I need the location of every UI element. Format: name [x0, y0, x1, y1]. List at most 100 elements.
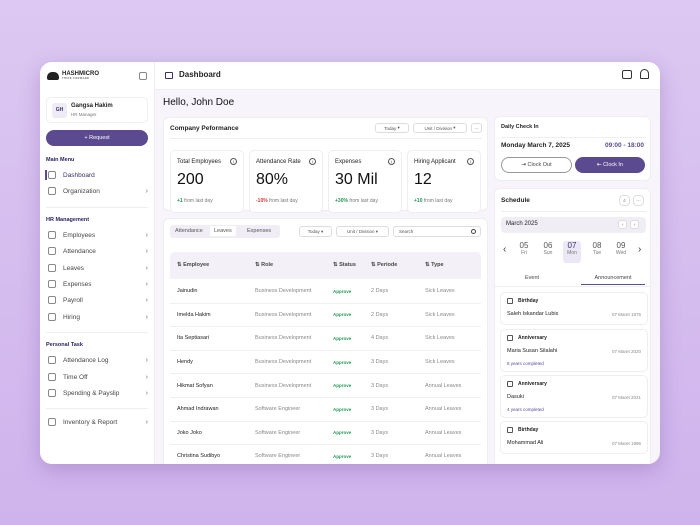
more-options-button[interactable]: ···: [633, 195, 644, 206]
table-tabs: Attendance Leaves Expenses: [170, 225, 280, 238]
brand-tagline: THINK FORWARD: [62, 77, 90, 80]
day-09[interactable]: 09 Wed: [612, 241, 630, 263]
role-cell: Software Engineer: [255, 406, 301, 413]
column-header-type[interactable]: ⇅ Type: [425, 262, 444, 268]
table-row[interactable]: Jainudin Business Development Approve 2 Day…: [170, 280, 481, 304]
stat-delta: +1: [177, 198, 183, 204]
clock-in-button[interactable]: ⇤ Clock In: [575, 157, 645, 173]
tab-event[interactable]: Event: [525, 275, 540, 281]
performance-title: Company Peformance: [170, 125, 239, 132]
sidebar-item-attendance-log[interactable]: Attendance Log ›: [48, 353, 148, 367]
schedule-title: Schedule: [501, 197, 530, 204]
prev-days-icon[interactable]: ‹: [503, 244, 507, 255]
column-header-role[interactable]: ⇅ Role: [255, 262, 274, 268]
next-month-button[interactable]: ›: [630, 220, 639, 229]
search-icon[interactable]: [471, 229, 476, 234]
sidebar-item-expenses[interactable]: Expenses ›: [48, 277, 148, 291]
prev-month-button[interactable]: ‹: [618, 220, 627, 229]
event-date: 07 Maret 1976: [611, 312, 641, 317]
periode-cell: 2 Days: [371, 311, 389, 318]
expenses-icon: [48, 280, 56, 288]
chat-icon[interactable]: [622, 70, 632, 79]
sidebar-item-inventory-report[interactable]: Inventory & Report ›: [48, 415, 148, 429]
sidebar-item-spending-payslip[interactable]: Spending & Payslip ›: [48, 386, 148, 400]
type-cell: Sick Leaves: [425, 311, 455, 318]
event-item[interactable]: Anniversary Dasuki 07 Maret 2021 4 years co…: [500, 375, 648, 418]
bell-icon[interactable]: [640, 69, 649, 79]
sidebar-item-employees[interactable]: Employees ›: [48, 228, 148, 242]
info-icon[interactable]: i: [309, 158, 316, 165]
type-cell: Sick Leaves: [425, 359, 455, 366]
event-item[interactable]: Birthday Mohammad Ali 07 Maret 1996: [500, 421, 648, 454]
status-badge: Approve: [333, 288, 352, 294]
periode-cell: 3 Days: [371, 359, 389, 366]
day-07-selected[interactable]: 07 Mon: [563, 241, 581, 263]
event-date: 07 Maret 2020: [611, 349, 641, 354]
event-name: Dasuki: [507, 394, 524, 400]
sidebar-item-label: Dashboard: [63, 171, 95, 179]
sidebar-item-label: Attendance Log: [63, 356, 109, 364]
user-card[interactable]: GH Gangsa Hakim HR Manager: [46, 97, 148, 123]
sidebar-item-leaves[interactable]: Leaves ›: [48, 261, 148, 275]
column-header-periode[interactable]: ⇅ Periode: [371, 262, 398, 268]
sidebar-item-label: Leaves: [63, 264, 84, 272]
tab-leaves[interactable]: Leaves: [210, 226, 236, 236]
stat-label: Hiring Applicant: [414, 159, 456, 165]
table-header: ⇅ Employee ⇅ Role ⇅ Status ⇅ Periode ⇅ T…: [170, 252, 481, 279]
event-item[interactable]: Birthday Saleh Iskandar Lubis 07 Maret 197…: [500, 292, 648, 325]
role-cell: Business Development: [255, 359, 312, 366]
sidebar-item-organization[interactable]: Organization ›: [48, 184, 148, 198]
table-row[interactable]: Hendy Business Development Approve 3 Days Si…: [170, 351, 481, 375]
table-row[interactable]: Ahmad Indrawan Software Engineer Approve 3 …: [170, 398, 481, 422]
table-row[interactable]: Imelda Hakim Business Development Approve 2…: [170, 304, 481, 328]
table-row[interactable]: Hikmat Sofyan Business Development Approve…: [170, 374, 481, 398]
unit-dropdown[interactable]: Unit / Division ▾: [336, 226, 389, 237]
column-header-status[interactable]: ⇅ Status: [333, 262, 356, 268]
request-button[interactable]: + Request: [46, 130, 148, 146]
period-dropdown[interactable]: Today ▾: [375, 123, 409, 133]
periode-cell: 4 Days: [371, 335, 389, 342]
table-row[interactable]: Christina Sudibyo Software Engineer Approv…: [170, 445, 481, 464]
tab-announcement[interactable]: Announcement: [581, 273, 645, 285]
tab-attendance[interactable]: Attendance: [175, 228, 203, 234]
check-in-title: Daily Check In: [501, 124, 539, 130]
unit-dropdown[interactable]: Unit / Division ▾: [413, 123, 467, 133]
day-08[interactable]: 08 Tue: [588, 241, 606, 263]
collapse-sidebar-icon[interactable]: [139, 72, 147, 80]
tab-expenses[interactable]: Expenses: [247, 228, 272, 234]
chevron-right-icon: ›: [145, 280, 148, 288]
event-item[interactable]: Anniversary Maria Susan Silalahi 07 Maret …: [500, 329, 648, 372]
more-options-button[interactable]: ···: [471, 123, 482, 133]
employee-cell: Ita Septiasari: [177, 335, 210, 342]
day-06[interactable]: 06 Sun: [539, 241, 557, 263]
divider: [495, 286, 652, 287]
table-row[interactable]: Ita Septiasari Business Development Approv…: [170, 327, 481, 351]
info-icon[interactable]: i: [467, 158, 474, 165]
day-number: 05: [519, 241, 529, 250]
info-icon[interactable]: i: [388, 158, 395, 165]
table-row[interactable]: Joko Joko Software Engineer Approve 3 Days A…: [170, 422, 481, 446]
home-icon: [165, 72, 173, 79]
chevron-right-icon: ›: [145, 356, 148, 364]
info-icon[interactable]: i: [230, 158, 237, 165]
sidebar-item-attendance[interactable]: Attendance ›: [48, 244, 148, 258]
sidebar-item-payroll[interactable]: Payroll ›: [48, 293, 148, 307]
status-badge: Approve: [333, 383, 352, 389]
sidebar-item-hiring[interactable]: Hiring ›: [48, 310, 148, 324]
day-05[interactable]: 05 Fri: [515, 241, 533, 263]
search-input[interactable]: Search: [393, 226, 481, 237]
stat-delta-suffix: from last day: [349, 198, 378, 204]
chevron-right-icon: ›: [145, 418, 148, 426]
calendar-icon: [507, 335, 513, 341]
chevron-right-icon: ›: [145, 313, 148, 321]
sidebar-item-label: Spending & Payslip: [63, 389, 120, 397]
search-icon[interactable]: ⌕: [619, 195, 630, 206]
stat-delta-row: +10 from last day: [414, 198, 453, 204]
clock-out-button[interactable]: ⇥ Clock Out: [501, 157, 572, 173]
sidebar-item-dashboard[interactable]: Dashboard: [45, 168, 148, 182]
sidebar-item-time-off[interactable]: Time Off ›: [48, 370, 148, 384]
period-dropdown[interactable]: Today ▾: [299, 226, 332, 237]
next-days-icon[interactable]: ›: [638, 244, 642, 255]
sidebar-item-label: Hiring: [63, 313, 80, 321]
column-header-employee[interactable]: ⇅ Employee: [177, 262, 210, 268]
